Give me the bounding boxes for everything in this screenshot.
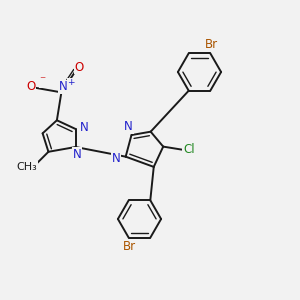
Text: N: N: [73, 148, 82, 161]
Text: Br: Br: [205, 38, 218, 51]
Text: Cl: Cl: [183, 142, 195, 155]
Text: N: N: [124, 121, 133, 134]
Text: +: +: [67, 78, 75, 87]
Text: O: O: [75, 61, 84, 74]
Text: N: N: [58, 80, 67, 94]
Text: CH₃: CH₃: [16, 162, 37, 172]
Text: ⁻: ⁻: [39, 74, 46, 87]
Text: N: N: [80, 121, 88, 134]
Text: O: O: [26, 80, 35, 93]
Text: N: N: [112, 152, 121, 165]
Text: Br: Br: [123, 240, 136, 253]
